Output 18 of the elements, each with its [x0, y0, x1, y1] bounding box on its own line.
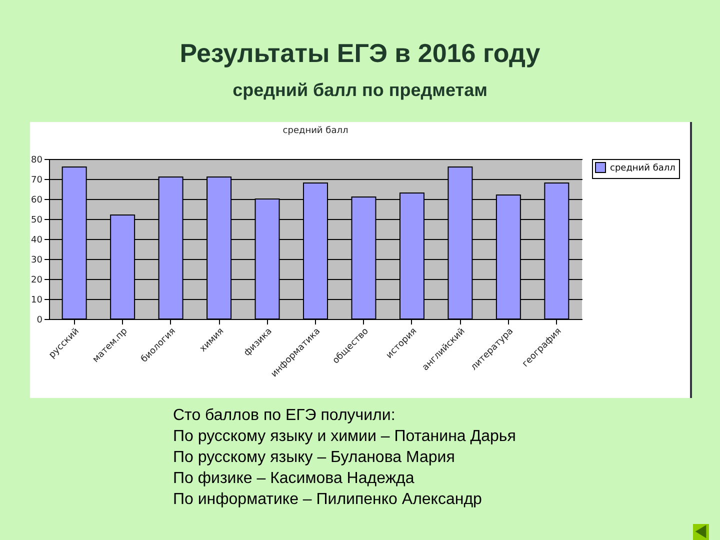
legend-label: средний балл — [610, 164, 676, 174]
text: Сто баллов по ЕГЭ получили: — [173, 406, 396, 426]
y-tick-label: 60 — [31, 196, 43, 206]
y-tick-label: 70 — [31, 176, 43, 186]
text: По физике – Касимова Надежда — [173, 469, 416, 489]
text: средний балл — [282, 126, 348, 136]
chart-title: Результаты ЕГЭ в 2016 году — [178, 38, 542, 69]
text: По русскому языку и химии – Потанина Дарья — [173, 427, 516, 447]
y-tick-label: 80 — [31, 156, 43, 166]
y-tick-label: 50 — [31, 216, 43, 226]
y-tick-label: 40 — [31, 236, 43, 246]
text: По информатике – Пилипенко Александр — [173, 490, 483, 510]
y-tick-label: 0 — [36, 316, 43, 326]
y-tick-label: 20 — [31, 276, 43, 286]
text: По русскому языку – Буланова Мария — [173, 448, 456, 468]
y-tick-label: 10 — [31, 296, 43, 306]
y-tick-label: 30 — [31, 256, 43, 266]
chart-subtitle: средний балл по предметам — [232, 80, 488, 101]
